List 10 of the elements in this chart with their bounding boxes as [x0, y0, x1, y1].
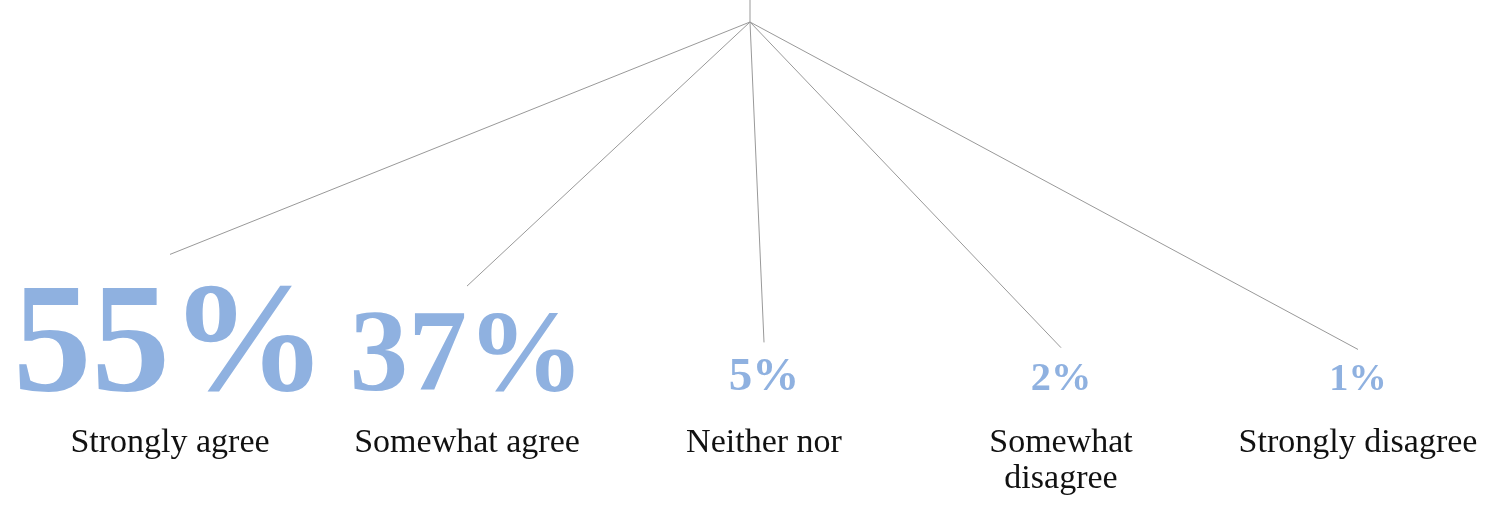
data-label: 55%: [13, 250, 327, 424]
category-label: Strongly agree: [70, 422, 270, 459]
category-label: Somewhat disagree: [989, 422, 1134, 495]
data-label: 37%: [349, 285, 585, 415]
data-label: 2%: [1030, 354, 1092, 399]
category-label: Somewhat agree: [354, 422, 580, 459]
category-label: Strongly disagree: [1238, 422, 1478, 459]
category-label: Neither nor: [686, 422, 843, 459]
data-label: 5%: [728, 348, 800, 400]
data-label: 1%: [1329, 356, 1387, 398]
